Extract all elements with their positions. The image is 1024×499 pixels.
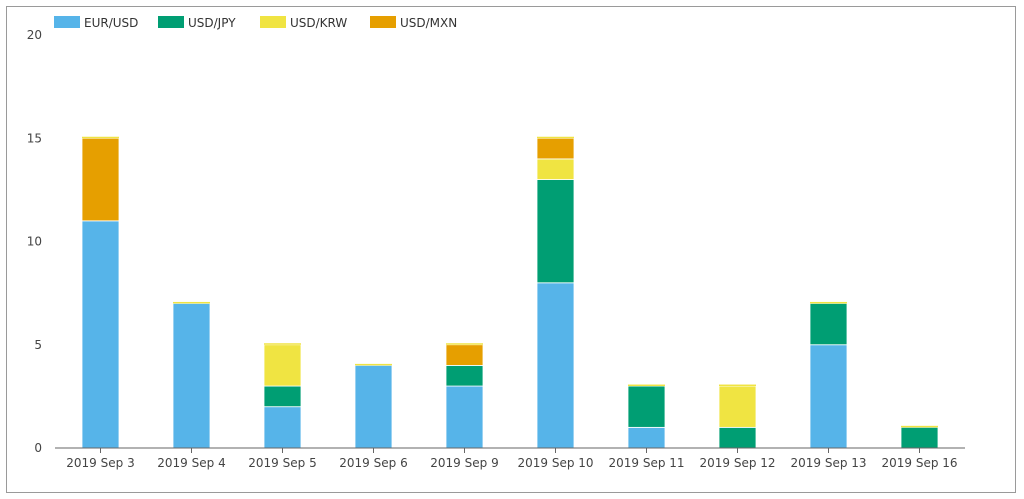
bar-top-marker	[719, 384, 756, 387]
legend-swatch-usd-mxn	[370, 16, 396, 28]
x-axis: 2019 Sep 3 2019 Sep 4 2019 Sep 5 2019 Sep 6…	[66, 448, 958, 470]
bar-top-marker	[173, 301, 210, 304]
bar-segment	[81, 220, 120, 449]
x-tick-label: 2019 Sep 10	[517, 456, 593, 470]
x-tick-label: 2019 Sep 13	[790, 456, 866, 470]
bar-segment	[263, 344, 302, 387]
bar-top-marker	[446, 343, 483, 345]
bar-top-marker	[537, 136, 574, 139]
bar-segment	[900, 426, 939, 449]
legend-swatch-eur-usd	[54, 16, 80, 28]
bar-segment	[536, 179, 575, 284]
y-tick-label: 15	[27, 131, 42, 145]
bar-segment	[718, 426, 757, 449]
bar-top-marker	[82, 136, 119, 139]
bar-segment	[536, 158, 575, 180]
bar-top-marker	[901, 425, 938, 428]
x-tick-label: 2019 Sep 4	[157, 456, 225, 470]
x-tick-label: 2019 Sep 3	[66, 456, 134, 470]
y-tick-label: 20	[27, 28, 42, 42]
bar-segment	[536, 282, 575, 449]
y-tick-label: 5	[34, 338, 42, 352]
legend-label: USD/JPY	[188, 16, 236, 30]
x-tick-label: 2019 Sep 6	[339, 456, 407, 470]
bar-segment	[445, 364, 484, 387]
y-axis: 0 5 10 15 20	[27, 28, 42, 455]
legend-swatch-usd-krw	[260, 16, 286, 28]
bars	[81, 136, 939, 449]
bar-segment	[172, 303, 211, 449]
bar-top-marker	[355, 363, 392, 366]
bar-top-marker	[628, 384, 665, 387]
bar-segment	[445, 344, 484, 366]
bar-segment	[809, 344, 848, 449]
y-tick-label: 0	[34, 441, 42, 455]
x-tick-label: 2019 Sep 9	[430, 456, 498, 470]
legend-swatch-usd-jpy	[158, 16, 184, 28]
bar-segment	[627, 385, 666, 428]
x-tick-label: 2019 Sep 11	[608, 456, 684, 470]
x-tick-label: 2019 Sep 16	[881, 456, 957, 470]
y-tick-label: 10	[27, 235, 42, 249]
legend-label: USD/MXN	[400, 16, 457, 30]
legend-label: USD/KRW	[290, 16, 347, 30]
bar-segment	[263, 385, 302, 408]
bar-top-marker	[264, 343, 301, 345]
bar-segment	[809, 303, 848, 346]
bar-segment	[536, 137, 575, 160]
bar-segment	[445, 385, 484, 449]
bar-segment	[81, 137, 120, 222]
bar-segment	[354, 364, 393, 449]
legend: EUR/USD USD/JPY USD/KRW USD/MXN	[54, 16, 457, 30]
bar-segment	[263, 406, 302, 449]
bar-segment	[627, 426, 666, 449]
bar-top-marker	[810, 301, 847, 304]
x-tick-label: 2019 Sep 12	[699, 456, 775, 470]
bar-segment	[718, 385, 757, 428]
legend-label: EUR/USD	[84, 16, 138, 30]
x-tick-label: 2019 Sep 5	[248, 456, 316, 470]
